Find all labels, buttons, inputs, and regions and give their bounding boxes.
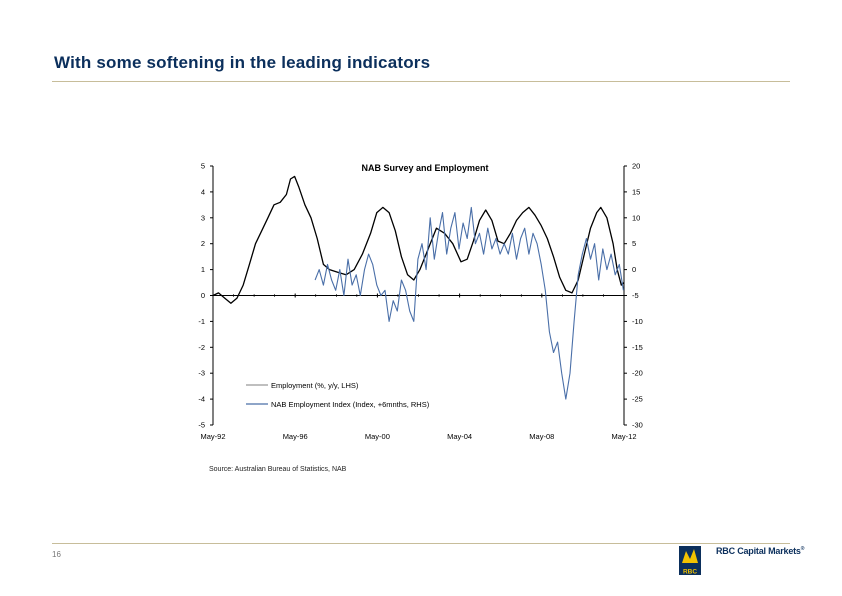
y-right-tick-label: -20 <box>632 369 643 378</box>
slide-title: With some softening in the leading indic… <box>54 53 431 72</box>
series-line-nab-index <box>314 206 624 400</box>
y-right-tick-label: 20 <box>632 162 640 171</box>
x-tick-label: May-92 <box>200 432 225 441</box>
y-left-tick-label: -5 <box>198 421 205 430</box>
x-tick-label: May-04 <box>447 432 472 441</box>
y-right-tick-label: -30 <box>632 421 643 430</box>
y-right-tick-label: -5 <box>632 291 639 300</box>
y-right-tick-label: 15 <box>632 187 640 196</box>
chart-legend: Employment (%, y/y, LHS) NAB Employment … <box>246 381 430 409</box>
legend-label-nab: NAB Employment Index (Index, +6mnths, RH… <box>271 400 430 409</box>
y-left-tick-label: -2 <box>198 343 205 352</box>
y-left-tick-label: -1 <box>198 317 205 326</box>
y-left-tick-label: -4 <box>198 395 205 404</box>
chart-source: Source: Australian Bureau of Statistics,… <box>209 466 347 473</box>
brand-name: RBC Capital Markets® <box>716 546 804 556</box>
title-divider <box>52 81 790 82</box>
y-right-tick-label: 10 <box>632 213 640 222</box>
chart: NAB Survey and Employment 543210-1-2-3-4… <box>198 162 643 442</box>
series-line-employment <box>212 175 625 304</box>
y-left-tick-label: 0 <box>201 291 205 300</box>
y-right-tick-label: -25 <box>632 395 643 404</box>
chart-title: NAB Survey and Employment <box>361 163 488 173</box>
rbc-logo: RBC <box>679 546 701 576</box>
footer-divider <box>52 543 790 544</box>
x-tick-label: May-00 <box>365 432 390 441</box>
x-tick-label: May-12 <box>611 432 636 441</box>
y-left-tick-label: -3 <box>198 369 205 378</box>
y-left-tick-label: 2 <box>201 239 205 248</box>
page-number: 16 <box>52 550 61 559</box>
y-left-tick-label: 1 <box>201 265 205 274</box>
y-right-tick-label: 5 <box>632 239 636 248</box>
brand-text: RBC Capital Markets <box>716 546 801 556</box>
x-tick-label: May-96 <box>283 432 308 441</box>
brand-mark: ® <box>800 546 805 552</box>
legend-label-employment: Employment (%, y/y, LHS) <box>271 381 359 390</box>
y-right-tick-label: 0 <box>632 265 636 274</box>
logo-text: RBC <box>683 569 697 576</box>
y-left-tick-label: 5 <box>201 162 205 171</box>
y-right-tick-label: -15 <box>632 343 643 352</box>
y-right-tick-label: -10 <box>632 317 643 326</box>
y-left-tick-label: 4 <box>201 187 205 196</box>
x-tick-label: May-08 <box>529 432 554 441</box>
y-left-tick-label: 3 <box>201 213 205 222</box>
